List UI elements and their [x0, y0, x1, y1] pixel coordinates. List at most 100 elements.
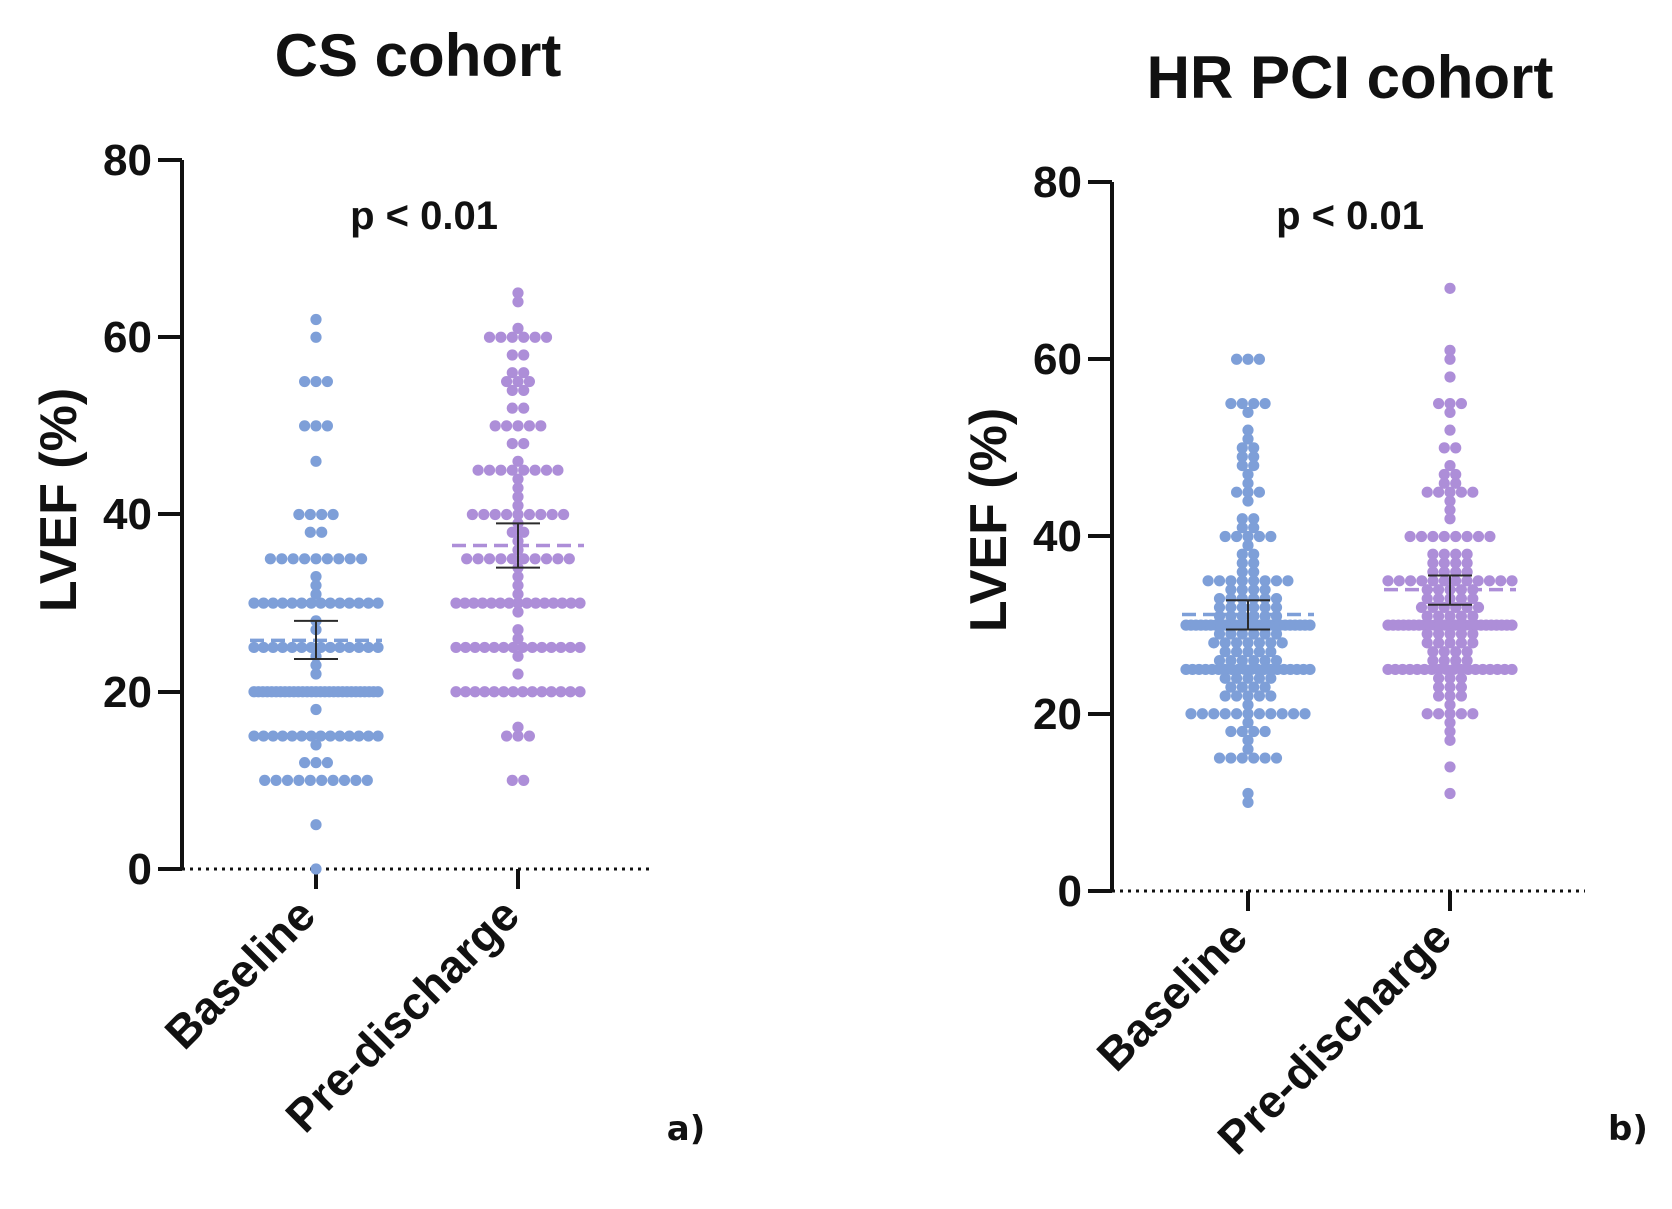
- data-point: [372, 641, 384, 654]
- data-point: [1433, 690, 1445, 702]
- data-point: [489, 420, 501, 432]
- data-point: [259, 774, 271, 786]
- data-point: [1450, 646, 1462, 658]
- data-point: [535, 420, 547, 432]
- data-point: [512, 606, 524, 618]
- data-point: [1213, 654, 1226, 667]
- data-point: [1461, 557, 1473, 569]
- data-point: [1236, 557, 1248, 569]
- data-point: [1438, 442, 1450, 454]
- data-point: [1265, 646, 1277, 658]
- data-point: [517, 686, 529, 698]
- data-point: [1231, 486, 1243, 498]
- data-point: [1236, 397, 1248, 410]
- data-point: [1433, 486, 1445, 498]
- data-point: [1450, 557, 1462, 569]
- data-point: [1506, 619, 1518, 631]
- data-point: [459, 641, 472, 654]
- data-point: [518, 526, 530, 538]
- data-point: [479, 641, 491, 654]
- data-point: [1202, 575, 1214, 587]
- data-point: [459, 686, 472, 698]
- data-point: [526, 641, 538, 654]
- data-point: [1444, 344, 1456, 356]
- data-point: [1438, 575, 1450, 587]
- data-point: [1219, 530, 1231, 543]
- data-point: [1427, 530, 1439, 543]
- data-point: [450, 597, 462, 609]
- data-point: [1242, 787, 1254, 800]
- data-point: [1270, 601, 1283, 614]
- data-point: [310, 588, 322, 600]
- data-point: [1461, 548, 1473, 560]
- data-point: [1461, 654, 1473, 667]
- data-point: [1236, 566, 1248, 578]
- data-point: [468, 597, 480, 609]
- data-point: [476, 597, 489, 609]
- data-point: [1242, 495, 1254, 507]
- data-point: [248, 597, 260, 609]
- data-point: [1438, 548, 1450, 560]
- data-point: [1231, 646, 1243, 658]
- data-point: [495, 464, 507, 476]
- data-point: [1236, 522, 1248, 534]
- data-point: [1455, 690, 1467, 702]
- data-point: [1472, 575, 1484, 587]
- data-point: [1236, 575, 1248, 587]
- data-point: [512, 588, 524, 600]
- data-point: [507, 641, 519, 654]
- data-point: [1236, 681, 1248, 693]
- data-point: [1242, 699, 1254, 711]
- data-point: [316, 774, 328, 786]
- data-point: [479, 686, 491, 698]
- data-point: [1242, 743, 1254, 755]
- data-point: [353, 641, 365, 654]
- data-point: [1416, 575, 1428, 587]
- data-point: [1427, 654, 1439, 667]
- data-point: [1444, 495, 1456, 507]
- data-point: [1444, 637, 1456, 649]
- data-point: [1444, 513, 1456, 525]
- data-point: [1231, 708, 1243, 720]
- data-point: [310, 703, 322, 716]
- data-point: [523, 420, 536, 432]
- data-point: [1259, 575, 1271, 587]
- data-point: [1444, 690, 1456, 702]
- data-point: [530, 597, 542, 609]
- data-point: [459, 597, 471, 609]
- y-axis-label-hr-pci: LVEF (%): [960, 408, 1018, 632]
- data-point: [1242, 468, 1254, 481]
- data-point: [304, 526, 316, 538]
- data-points-hr-pci: [1180, 282, 1518, 808]
- data-point: [556, 597, 568, 609]
- data-point: [1506, 663, 1518, 676]
- data-point: [1248, 601, 1260, 614]
- data-point: [1270, 752, 1283, 764]
- data-point: [1242, 477, 1254, 489]
- data-point: [1208, 708, 1220, 720]
- panel-b-hr-pci-cohort: HR PCI cohort LVEF (%) p < 0.01 80 60 40…: [960, 44, 1648, 1164]
- data-point: [1219, 637, 1231, 649]
- data-point: [310, 659, 322, 671]
- data-point: [1242, 424, 1254, 436]
- data-point: [1467, 610, 1479, 622]
- data-point: [1242, 486, 1254, 498]
- data-point: [507, 686, 519, 698]
- data-point: [1433, 637, 1445, 649]
- data-point: [538, 597, 551, 609]
- data-point: [512, 500, 524, 512]
- data-point: [304, 774, 316, 786]
- data-point: [327, 774, 339, 786]
- data-point: [1444, 282, 1456, 294]
- data-point: [518, 402, 530, 414]
- data-point: [512, 624, 524, 636]
- data-point: [469, 641, 481, 654]
- data-point: [501, 508, 513, 521]
- data-point: [257, 597, 270, 609]
- data-point: [1455, 628, 1467, 640]
- data-point: [483, 331, 496, 343]
- data-point: [1444, 504, 1456, 516]
- data-point: [324, 597, 336, 609]
- data-point: [1225, 601, 1237, 614]
